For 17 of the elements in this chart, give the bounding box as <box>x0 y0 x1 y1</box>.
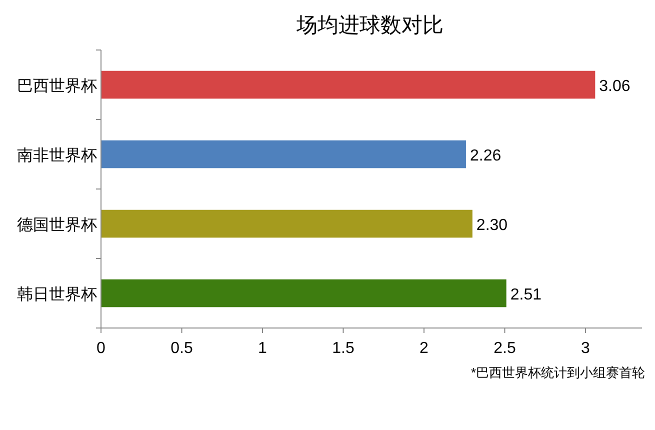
tick: 1 <box>258 340 267 357</box>
data-label: 2.30 <box>476 216 508 234</box>
tick: 0.5 <box>170 340 193 357</box>
data-label: 2.26 <box>470 147 502 164</box>
tick: 2.5 <box>494 340 516 357</box>
category: 巴西世界杯 <box>17 78 97 95</box>
annotation: *巴西世界杯统计到小组赛首轮 <box>470 365 645 380</box>
tick: 1.5 <box>332 340 354 357</box>
data-label: 2.51 <box>510 286 542 304</box>
data-label: 3.06 <box>599 78 630 95</box>
category: 南非世界杯 <box>17 147 97 164</box>
title: 场均进球数对比 <box>296 14 444 37</box>
tick: 0 <box>96 340 106 357</box>
category: 德国世界杯 <box>17 216 97 234</box>
tick: 2 <box>420 340 428 357</box>
category: 韩日世界杯 <box>17 286 97 304</box>
tick: 3 <box>581 340 590 357</box>
